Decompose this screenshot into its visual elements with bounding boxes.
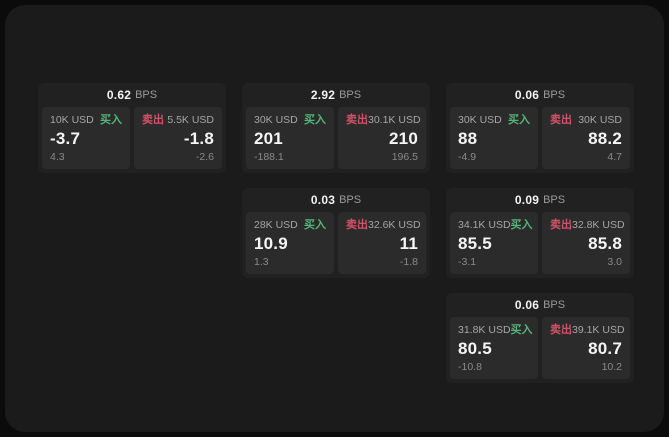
buy-change: -188.1 [254, 151, 284, 163]
sell-label: 卖出 [346, 114, 368, 126]
buy-label: 买入 [304, 114, 326, 126]
sell-price: 80.7 [588, 339, 622, 358]
buy-size: 30K USD [458, 114, 502, 126]
sell-change: 4.7 [607, 151, 622, 163]
sell-label: 卖出 [346, 219, 368, 231]
bps-label: BPS [339, 194, 362, 206]
buy-panel[interactable]: 28K USD 买入 10.9 1.3 [246, 212, 334, 274]
bps-header: 0.62 BPS [42, 83, 222, 107]
sell-size: 32.6K USD [368, 219, 421, 231]
bps-label: BPS [543, 89, 566, 101]
bps-value: 0.06 [514, 298, 540, 312]
quote-card: 0.03 BPS 28K USD 买入 10.9 1.3 卖出 32.6K US… [242, 188, 430, 278]
buy-size: 28K USD [254, 219, 298, 231]
sell-price: 210 [389, 129, 418, 148]
buy-size: 10K USD [50, 114, 94, 126]
buy-label: 买入 [304, 219, 326, 231]
bps-label: BPS [543, 299, 566, 311]
buy-panel[interactable]: 34.1K USD 买入 85.5 -3.1 [450, 212, 538, 274]
buy-panel[interactable]: 10K USD 买入 -3.7 4.3 [42, 107, 130, 169]
sell-label: 卖出 [550, 219, 572, 231]
bps-value: 0.62 [106, 88, 132, 102]
bps-header: 0.06 BPS [450, 83, 630, 107]
buy-panel[interactable]: 30K USD 买入 88 -4.9 [450, 107, 538, 169]
buy-label: 买入 [510, 219, 533, 231]
sell-size: 32.8K USD [572, 219, 625, 231]
buy-change: -10.8 [458, 361, 482, 373]
sell-panel[interactable]: 卖出 39.1K USD 80.7 10.2 [542, 317, 630, 379]
quote-body: 30K USD 买入 88 -4.9 卖出 30K USD 88.2 4.7 [450, 107, 630, 169]
quote-card: 0.06 BPS 31.8K USD 买入 80.5 -10.8 卖出 39.1… [446, 293, 634, 383]
buy-panel[interactable]: 31.8K USD 买入 80.5 -10.8 [450, 317, 538, 379]
buy-label: 买入 [510, 324, 533, 336]
sell-change: -1.8 [399, 256, 418, 268]
quote-card: 2.92 BPS 30K USD 买入 201 -188.1 卖出 30.1K … [242, 83, 430, 173]
sell-change: 10.2 [601, 361, 622, 373]
bps-value: 0.03 [310, 193, 336, 207]
buy-size: 34.1K USD [458, 219, 511, 231]
sell-panel[interactable]: 卖出 32.6K USD 11 -1.8 [338, 212, 426, 274]
quote-card: 0.09 BPS 34.1K USD 买入 85.5 -3.1 卖出 32.8K… [446, 188, 634, 278]
bps-label: BPS [543, 194, 566, 206]
buy-price: -3.7 [50, 129, 81, 148]
quote-card: 0.06 BPS 30K USD 买入 88 -4.9 卖出 30K USD [446, 83, 634, 173]
quote-body: 31.8K USD 买入 80.5 -10.8 卖出 39.1K USD 80.… [450, 317, 630, 379]
buy-price: 10.9 [254, 234, 288, 253]
quote-grid: 0.62 BPS 10K USD 买入 -3.7 4.3 卖出 5.5K USD [38, 83, 634, 383]
sell-size: 39.1K USD [572, 324, 625, 336]
sell-change: -2.6 [195, 151, 214, 163]
bps-header: 2.92 BPS [246, 83, 426, 107]
buy-size: 31.8K USD [458, 324, 511, 336]
sell-panel[interactable]: 卖出 30K USD 88.2 4.7 [542, 107, 630, 169]
sell-size: 30.1K USD [368, 114, 421, 126]
sell-price: -1.8 [183, 129, 214, 148]
bps-value: 2.92 [310, 88, 336, 102]
quote-body: 28K USD 买入 10.9 1.3 卖出 32.6K USD 11 -1.8 [246, 212, 426, 274]
buy-change: 4.3 [50, 151, 65, 163]
bps-header: 0.09 BPS [450, 188, 630, 212]
buy-label: 买入 [100, 114, 122, 126]
bps-value: 0.09 [514, 193, 540, 207]
sell-change: 196.5 [391, 151, 418, 163]
quote-card: 0.62 BPS 10K USD 买入 -3.7 4.3 卖出 5.5K USD [38, 83, 226, 173]
buy-price: 201 [254, 129, 283, 148]
sell-change: 3.0 [607, 256, 622, 268]
bps-header: 0.06 BPS [450, 293, 630, 317]
sell-panel[interactable]: 卖出 5.5K USD -1.8 -2.6 [134, 107, 222, 169]
quote-body: 34.1K USD 买入 85.5 -3.1 卖出 32.8K USD 85.8… [450, 212, 630, 274]
sell-price: 11 [399, 234, 418, 253]
bps-value: 0.06 [514, 88, 540, 102]
buy-panel[interactable]: 30K USD 买入 201 -188.1 [246, 107, 334, 169]
main-panel: 0.62 BPS 10K USD 买入 -3.7 4.3 卖出 5.5K USD [5, 5, 664, 432]
sell-label: 卖出 [550, 114, 572, 126]
buy-change: 1.3 [254, 256, 269, 268]
buy-price: 80.5 [458, 339, 492, 358]
sell-panel[interactable]: 卖出 30.1K USD 210 196.5 [338, 107, 426, 169]
buy-change: -4.9 [458, 151, 477, 163]
sell-size: 5.5K USD [167, 114, 214, 126]
bps-label: BPS [135, 89, 158, 101]
buy-change: -3.1 [458, 256, 477, 268]
sell-price: 88.2 [588, 129, 622, 148]
quote-body: 30K USD 买入 201 -188.1 卖出 30.1K USD 210 1… [246, 107, 426, 169]
sell-size: 30K USD [578, 114, 622, 126]
buy-label: 买入 [508, 114, 530, 126]
bps-header: 0.03 BPS [246, 188, 426, 212]
sell-label: 卖出 [142, 114, 164, 126]
buy-price: 85.5 [458, 234, 492, 253]
sell-label: 卖出 [550, 324, 572, 336]
bps-label: BPS [339, 89, 362, 101]
buy-price: 88 [458, 129, 478, 148]
sell-panel[interactable]: 卖出 32.8K USD 85.8 3.0 [542, 212, 630, 274]
quote-body: 10K USD 买入 -3.7 4.3 卖出 5.5K USD -1.8 -2.… [42, 107, 222, 169]
sell-price: 85.8 [588, 234, 622, 253]
buy-size: 30K USD [254, 114, 298, 126]
